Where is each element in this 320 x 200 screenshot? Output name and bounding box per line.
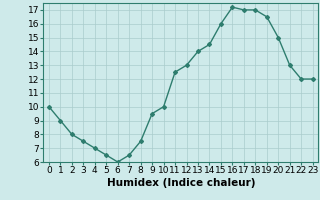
X-axis label: Humidex (Indice chaleur): Humidex (Indice chaleur) bbox=[107, 178, 255, 188]
